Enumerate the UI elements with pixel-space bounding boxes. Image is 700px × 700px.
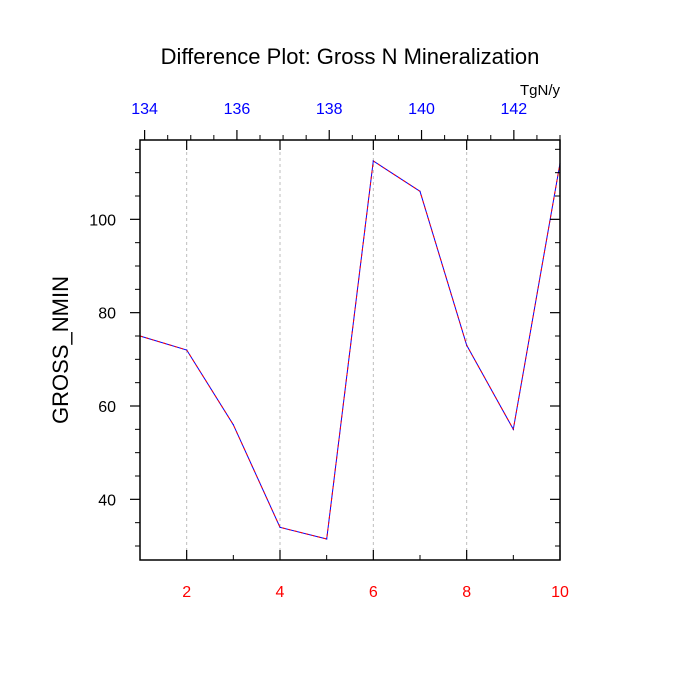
x-tick-label-2: 2 — [182, 584, 191, 601]
top-tick-label-142: 142 — [500, 101, 527, 118]
axes: 2 4 6 8 10 134 136 138 140 142 40 60 80 100 — [89, 101, 569, 601]
y-tick-label-100: 100 — [89, 212, 116, 229]
x-tick-label-10: 10 — [551, 584, 569, 601]
y-tick-label-60: 60 — [98, 399, 116, 416]
x-tick-label-8: 8 — [462, 584, 471, 601]
series-layer — [139, 160, 561, 540]
top-tick-label-136: 136 — [224, 101, 251, 118]
grid-lines — [186, 140, 468, 560]
y-tick-label-80: 80 — [98, 306, 116, 323]
data-point-0-1 — [186, 349, 188, 351]
y-tick-label-40: 40 — [98, 492, 116, 509]
y-axis-label: GROSS_NMIN — [48, 276, 73, 424]
data-point-0-3 — [279, 526, 281, 528]
data-point-0-7 — [466, 344, 468, 346]
data-point-0-5 — [372, 160, 374, 162]
data-point-0-2 — [232, 424, 234, 426]
top-tick-label-138: 138 — [316, 101, 343, 118]
series-line-overlay-0 — [139, 160, 561, 540]
top-tick-label-140: 140 — [408, 101, 435, 118]
x-tick-label-4: 4 — [276, 584, 285, 601]
data-point-0-8 — [512, 428, 514, 430]
plot-frame — [139, 139, 561, 561]
data-point-0-4 — [326, 538, 328, 540]
top-tick-label-134: 134 — [131, 101, 158, 118]
chart-title: Difference Plot: Gross N Mineralization — [161, 44, 540, 69]
units-label: TgN/y — [520, 82, 561, 99]
x-tick-label-6: 6 — [369, 584, 378, 601]
data-point-0-6 — [419, 190, 421, 192]
